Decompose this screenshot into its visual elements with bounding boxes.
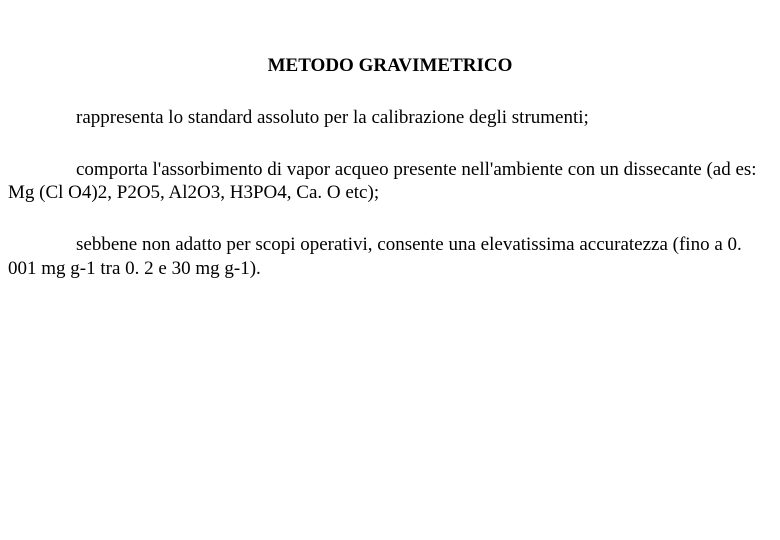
p2-sub-f: 2: [127, 182, 137, 203]
p2-text-g: O: [137, 182, 151, 203]
p2-text-m: , H: [220, 182, 243, 203]
p2-sub-l: 3: [211, 182, 221, 203]
p2-sub-h: 5: [151, 182, 161, 203]
p3-text-e: ).: [250, 258, 261, 279]
p2-sub-j: 2: [188, 182, 198, 203]
paragraph-3: sebbene non adatto per scopi operativi, …: [8, 233, 772, 281]
p2-text-k: O: [197, 182, 211, 203]
document-title: METODO GRAVIMETRICO: [8, 54, 772, 78]
p2-sub-d: 2: [98, 182, 108, 203]
p3-sub-b: -1: [80, 258, 96, 279]
p2-text-o: PO: [253, 182, 277, 203]
p3-text-c: tra 0. 2 e 30 mg g: [96, 258, 234, 279]
document-page: METODO GRAVIMETRICO rappresenta lo stand…: [0, 0, 780, 281]
p2-sub-b: 4: [82, 182, 92, 203]
paragraph-2: comporta l'assorbimento di vapor acqueo …: [8, 158, 772, 206]
p2-text-e: , P: [107, 182, 127, 203]
p2-text-q: , Ca. O etc);: [287, 182, 379, 203]
p2-sub-p: 4: [277, 182, 287, 203]
p3-sub-d: -1: [234, 258, 250, 279]
paragraph-1: rappresenta lo standard assoluto per la …: [8, 106, 772, 130]
p2-sub-n: 3: [243, 182, 253, 203]
p2-text-i: , Al: [160, 182, 187, 203]
paragraph-1-text: rappresenta lo standard assoluto per la …: [76, 107, 589, 128]
